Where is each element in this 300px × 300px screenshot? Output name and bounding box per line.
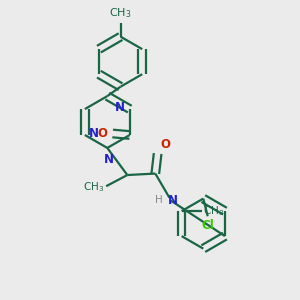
Text: N: N <box>168 194 178 207</box>
Text: N: N <box>115 101 125 114</box>
Text: H: H <box>155 195 163 205</box>
Text: CH$_3$: CH$_3$ <box>82 180 104 194</box>
Text: CH$_3$: CH$_3$ <box>203 204 224 218</box>
Text: O: O <box>160 138 171 151</box>
Text: CH$_3$: CH$_3$ <box>109 7 132 20</box>
Text: O: O <box>98 127 108 140</box>
Text: Cl: Cl <box>201 219 214 232</box>
Text: N: N <box>89 127 99 140</box>
Text: N: N <box>104 153 114 166</box>
